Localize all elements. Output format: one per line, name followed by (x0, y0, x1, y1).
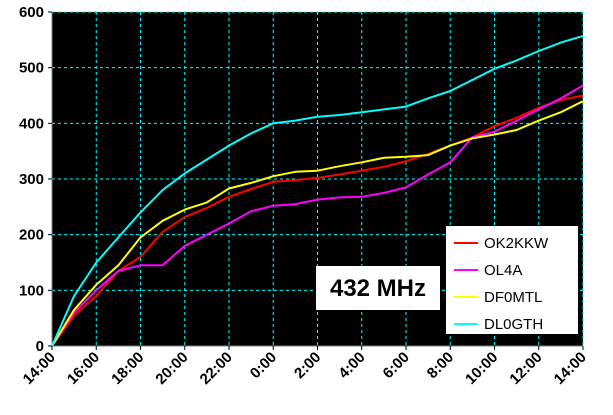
y-tick-label: 400 (19, 115, 44, 132)
legend-label-dl0gth: DL0GTH (484, 316, 543, 333)
series-line-df0mtl (51, 100, 584, 347)
legend-label-ol4a: OL4A (484, 262, 522, 279)
x-tick-label: 0:00 (247, 349, 280, 382)
y-tick-label: 300 (19, 171, 44, 188)
y-tick-label: 100 (19, 282, 44, 299)
series-line-dl0gth (51, 34, 584, 347)
x-tick-label: 16:00 (64, 349, 103, 388)
x-axis: 14:00 16:00 18:00 20:00 22:00 0:00 2:00 4:00 6:0… (20, 346, 590, 388)
x-tick-label: 20:00 (152, 349, 191, 388)
y-tick-label: 0 (36, 338, 44, 355)
x-tick-label: 14:00 (551, 349, 590, 388)
series-group (51, 34, 584, 347)
y-tick-label: 600 (19, 4, 44, 21)
x-tick-label: 4:00 (335, 349, 368, 382)
band-annotation: 432 MHz (316, 266, 440, 310)
legend-label-ok2kkw: OK2KKW (484, 235, 549, 252)
series-line-ok2kkw (51, 94, 584, 347)
series-line-ol4a (51, 84, 584, 347)
band-label: 432 MHz (330, 275, 426, 302)
x-tick-label: 8:00 (424, 349, 457, 382)
y-axis: 0 100 200 300 400 500 600 (19, 4, 52, 355)
band-label-box (316, 266, 440, 310)
y-tick-label: 500 (19, 60, 44, 77)
x-tick-label: 10:00 (462, 349, 501, 388)
legend: OK2KKW OL4A DF0MTL DL0GTH (446, 226, 578, 334)
x-tick-label: 22:00 (197, 349, 236, 388)
y-tick-label: 200 (19, 227, 44, 244)
legend-label-df0mtl: DF0MTL (484, 289, 542, 306)
x-tick-label: 18:00 (108, 349, 147, 388)
x-tick-label: 6:00 (380, 349, 413, 382)
x-tick-label: 12:00 (506, 349, 545, 388)
x-tick-label: 2:00 (291, 349, 324, 382)
